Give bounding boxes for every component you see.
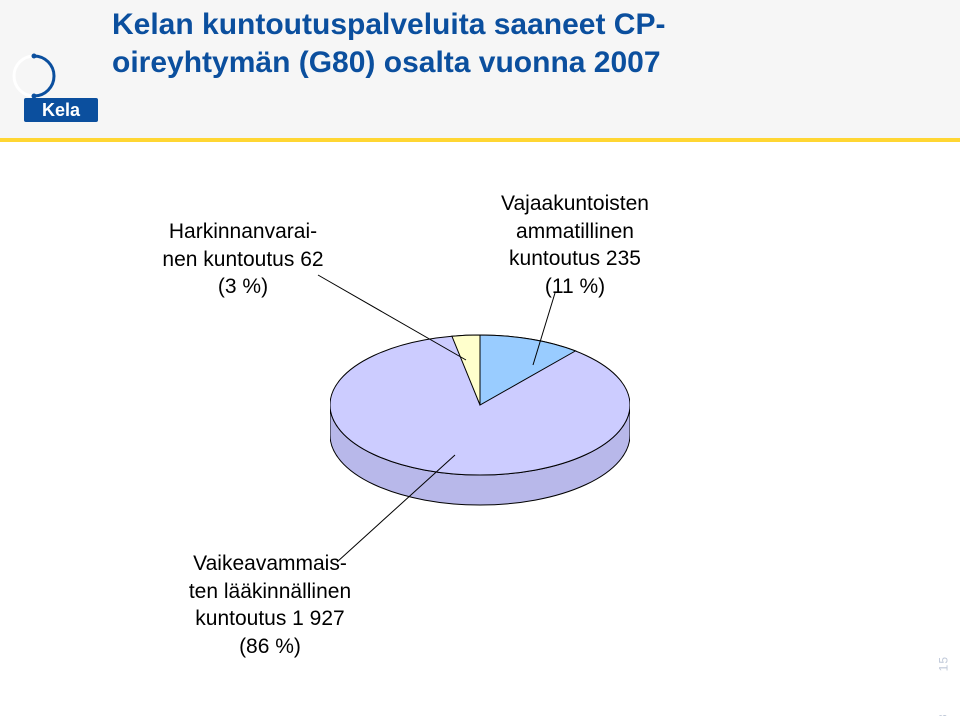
kela-logo: Kela bbox=[10, 44, 104, 124]
title-line-2: oireyhtymän (G80) osalta vuonna 2007 bbox=[112, 46, 661, 79]
label-bottom-l2: ten lääkinnällinen bbox=[189, 580, 351, 603]
label-right-l2: ammatillinen bbox=[516, 220, 634, 243]
page-title: Kelan kuntoutuspalveluita saaneet CP- oi… bbox=[112, 6, 912, 83]
label-harkinnanvarainen: Harkinnanvarai- nen kuntoutus 62 (3 %) bbox=[148, 218, 338, 301]
label-vajaakuntoisten: Vajaakuntoisten ammatillinen kuntoutus 2… bbox=[480, 190, 670, 301]
label-right-l3: kuntoutus 235 bbox=[509, 247, 641, 270]
title-line-1: Kelan kuntoutuspalveluita saaneet CP- bbox=[112, 8, 665, 41]
label-left-l2: nen kuntoutus 62 bbox=[162, 248, 323, 271]
logo-text: Kela bbox=[42, 100, 81, 120]
label-right-l4: (11 %) bbox=[545, 275, 605, 298]
label-right-l1: Vajaakuntoisten bbox=[501, 192, 649, 215]
pie-chart bbox=[330, 320, 630, 520]
footer-page-number: 15 bbox=[936, 656, 950, 671]
label-bottom-l4: (86 %) bbox=[239, 635, 301, 658]
label-left-l1: Harkinnanvarai- bbox=[169, 220, 317, 243]
label-bottom-l3: kuntoutus 1 927 bbox=[195, 607, 344, 630]
label-bottom-l1: Vaikeavammais- bbox=[193, 552, 347, 575]
label-left-l3: (3 %) bbox=[218, 275, 268, 298]
label-vaikeavammaisten: Vaikeavammais- ten lääkinnällinen kuntou… bbox=[170, 550, 370, 661]
